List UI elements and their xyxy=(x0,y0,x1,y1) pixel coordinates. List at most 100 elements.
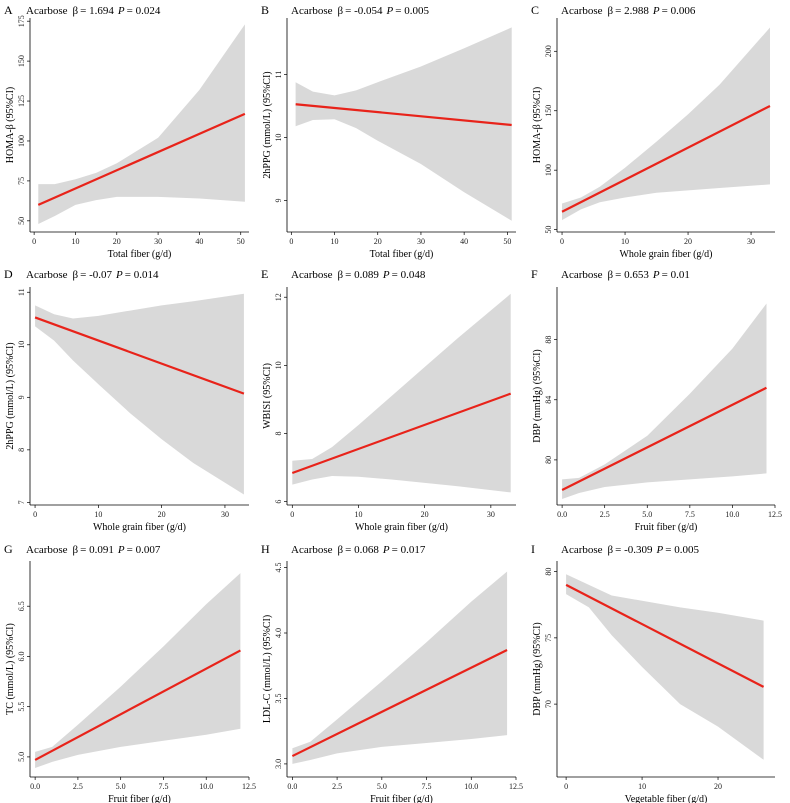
y-axis-label: DBP (mmHg) (95%CI) xyxy=(532,349,543,443)
panel-letter: I xyxy=(531,542,535,556)
y-tick-label: 8 xyxy=(17,448,26,452)
regression-line xyxy=(291,649,508,758)
title-p-value: = 0.007 xyxy=(127,544,161,556)
y-tick-label: 150 xyxy=(17,55,26,67)
y-tick-label: 8 xyxy=(274,431,283,435)
y-tick-label: 10 xyxy=(274,361,283,369)
panel-letter: H xyxy=(261,542,270,556)
x-tick-label: 0 xyxy=(32,237,36,246)
x-tick-label: 10 xyxy=(94,510,102,519)
x-tick-label: 10 xyxy=(71,237,79,246)
y-tick-label: 6.0 xyxy=(17,651,26,661)
y-tick-label: 5.0 xyxy=(17,752,26,762)
x-tick-label: 0 xyxy=(33,510,37,519)
ci-ribbon xyxy=(562,303,767,499)
y-tick-label: 80 xyxy=(544,456,553,464)
title-p-symbol: P xyxy=(386,5,394,17)
x-tick-label: 2.5 xyxy=(332,782,342,791)
regression-line xyxy=(565,583,765,688)
regression-line xyxy=(34,649,241,761)
panel-letter: A xyxy=(4,3,13,17)
y-tick-label: 9 xyxy=(274,199,283,203)
title-drug: Acarbose xyxy=(561,5,603,17)
x-tick-label: 10 xyxy=(354,510,362,519)
ci-ribbon xyxy=(35,293,244,495)
y-tick-label: 70 xyxy=(544,700,553,708)
ci-ribbon xyxy=(562,27,770,221)
y-tick-label: 100 xyxy=(544,164,553,176)
title-p-symbol: P xyxy=(382,544,390,556)
title-p-value: = 0.024 xyxy=(127,5,161,17)
panel-a: A Acarbose β = 1.694 P = 0.024 0 10 20 30 40 50 50 75… xyxy=(4,3,249,260)
panel-d: D Acarbose β = -0.07 P = 0.014 0 10 20 30 7 8 9 10 11 W… xyxy=(4,267,249,533)
y-tick-label: 84 xyxy=(544,396,553,404)
x-tick-label: 20 xyxy=(684,237,692,246)
title-p-value: = 0.017 xyxy=(392,544,426,556)
panel-letter: B xyxy=(261,3,269,17)
y-tick-label: 10 xyxy=(274,134,283,142)
panel-title: Acarbose β = 1.694 P = 0.024 xyxy=(26,5,161,17)
y-tick-label: 50 xyxy=(17,217,26,225)
title-beta-symbol: β xyxy=(338,269,344,281)
title-p-symbol: P xyxy=(117,544,125,556)
y-tick-label: 6.5 xyxy=(17,601,26,611)
y-tick-label: 175 xyxy=(17,15,26,27)
x-tick-label: 30 xyxy=(154,237,162,246)
panel-letter: G xyxy=(4,542,13,556)
panel-title: Acarbose β = 0.068 P = 0.017 xyxy=(291,544,426,556)
y-axis-label: WBISI (95%CI) xyxy=(262,363,273,429)
y-tick-label: 200 xyxy=(544,45,553,57)
title-beta-symbol: β xyxy=(608,544,614,556)
panel-title: Acarbose β = 2.988 P = 0.006 xyxy=(561,5,696,17)
title-beta-symbol: β xyxy=(338,5,344,17)
x-tick-label: 0 xyxy=(560,237,564,246)
x-tick-label: 12.5 xyxy=(242,782,256,791)
ci-ribbon xyxy=(566,574,764,760)
title-drug: Acarbose xyxy=(561,269,603,281)
y-tick-label: 3.5 xyxy=(274,693,283,703)
x-tick-label: 30 xyxy=(487,510,495,519)
title-p-value: = 0.006 xyxy=(662,5,696,17)
panel-f: F Acarbose β = 0.653 P = 0.01 0.0 2.5 5.0 7.5 10.0… xyxy=(531,267,782,533)
y-tick-label: 4.5 xyxy=(274,563,283,573)
title-beta-value: = -0.07 xyxy=(80,269,112,281)
y-tick-label: 50 xyxy=(544,226,553,234)
y-tick-label: 4.0 xyxy=(274,628,283,638)
x-tick-label: 5.0 xyxy=(377,782,387,791)
title-drug: Acarbose xyxy=(291,544,333,556)
title-drug: Acarbose xyxy=(291,5,333,17)
x-axis-label: Fruit fiber (g/d) xyxy=(370,794,433,803)
title-beta-value: = 0.091 xyxy=(80,544,114,556)
panel-c: C Acarbose β = 2.988 P = 0.006 0 10 20 30 50 100 150… xyxy=(531,3,775,260)
x-tick-label: 0.0 xyxy=(287,782,297,791)
y-axis-label: 2hPPG (mmol/L) (95%CI) xyxy=(5,342,16,449)
regression-line xyxy=(561,386,767,491)
title-beta-value: = 1.694 xyxy=(80,5,114,17)
x-axis-label: Total fiber (g/d) xyxy=(370,249,434,260)
x-axis-label: Total fiber (g/d) xyxy=(108,249,172,260)
title-p-symbol: P xyxy=(652,5,660,17)
x-tick-label: 20 xyxy=(421,510,429,519)
y-axis-label: HOMA-β (95%CI) xyxy=(5,87,16,163)
ci-ribbon xyxy=(35,573,241,768)
x-tick-label: 50 xyxy=(503,237,511,246)
y-tick-label: 11 xyxy=(17,288,26,296)
y-tick-label: 88 xyxy=(544,336,553,344)
x-tick-label: 20 xyxy=(714,782,722,791)
panel-letter: F xyxy=(531,267,538,281)
x-tick-label: 2.5 xyxy=(600,510,610,519)
x-tick-label: 0.0 xyxy=(30,782,40,791)
y-tick-label: 12 xyxy=(274,293,283,301)
x-tick-label: 0 xyxy=(289,237,293,246)
x-tick-label: 10.0 xyxy=(464,782,478,791)
title-p-symbol: P xyxy=(115,269,123,281)
title-beta-symbol: β xyxy=(73,5,79,17)
title-beta-value: = 0.089 xyxy=(345,269,379,281)
panel-title: Acarbose β = 0.089 P = 0.048 xyxy=(291,269,426,281)
title-p-value: = 0.005 xyxy=(665,544,699,556)
panel-h: H Acarbose β = 0.068 P = 0.017 0.0 2.5 5.0 7.5 10.… xyxy=(261,542,523,803)
x-tick-label: 40 xyxy=(195,237,203,246)
title-beta-symbol: β xyxy=(73,269,79,281)
x-tick-label: 0 xyxy=(564,782,568,791)
